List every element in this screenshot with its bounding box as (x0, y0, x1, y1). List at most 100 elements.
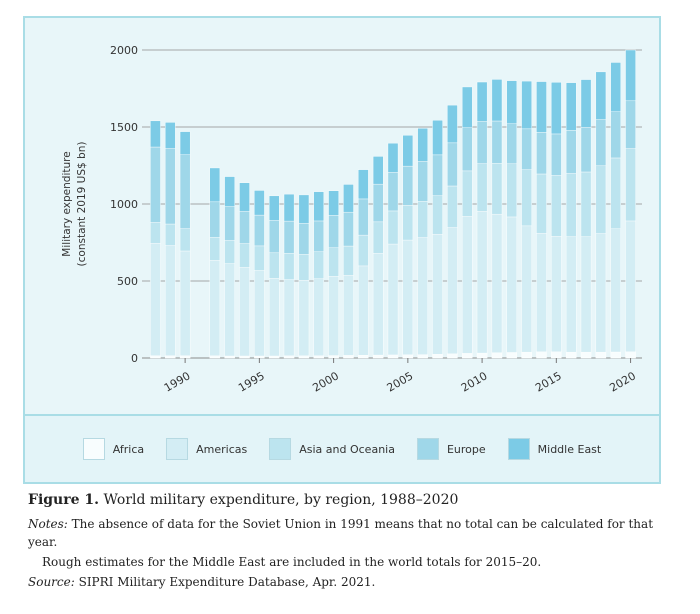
bar-2011-middle-east (491, 79, 503, 122)
bar-1992-americas (209, 260, 221, 357)
bar-1993-americas (224, 263, 235, 357)
bar-2009-middle-east (461, 86, 473, 128)
bar-1995-europe (254, 214, 265, 247)
bar-2006-europe (417, 161, 428, 202)
figure-title-text: World military expenditure, by region, 1… (99, 492, 459, 508)
bar-2015-middle-east (551, 82, 562, 135)
bar-2019-europe (610, 111, 621, 159)
legend-item-asia-and-oceania: Asia and Oceania (269, 438, 395, 460)
bar-2004-asia-and-oceania (387, 210, 399, 245)
bar-2001-middle-east (343, 184, 354, 213)
bar-2003-africa (372, 354, 384, 359)
bar-2011-africa (491, 352, 503, 359)
bar-2013-asia-and-oceania (521, 169, 532, 227)
bar-1997-americas (283, 279, 295, 357)
bar-1995-americas (254, 270, 265, 357)
bar-2011-asia-and-oceania (491, 163, 503, 215)
bar-2003-europe (372, 183, 384, 223)
bar-1999-americas (313, 278, 325, 356)
figure-title: Figure 1. World military expenditure, by… (28, 492, 670, 508)
bar-2019-asia-and-oceania (610, 157, 621, 229)
bar-1996-asia-and-oceania (268, 252, 280, 279)
bar-2008-africa (447, 353, 458, 359)
bar-1990-asia-and-oceania (179, 228, 191, 252)
bar-2015-africa (551, 351, 562, 359)
bar-2007-africa (432, 354, 443, 359)
bar-2005-middle-east (402, 135, 414, 167)
bar-2010-americas (476, 211, 488, 354)
bar-1988-asia-and-oceania (150, 222, 161, 244)
bar-2003-americas (372, 253, 384, 356)
bar-1994-asia-and-oceania (239, 243, 250, 268)
legend: Africa Americas Asia and Oceania Europe Midd… (25, 414, 659, 482)
source: Source: SIPRI Military Expenditure Datab… (28, 573, 670, 591)
legend-label-americas: Americas (196, 442, 248, 456)
bar-2011-europe (491, 120, 503, 164)
bar-2000-europe (328, 215, 339, 248)
x-tick-label-2020: 2020 (607, 369, 638, 394)
bar-2020-middle-east (625, 49, 636, 102)
bar-2017-middle-east (580, 79, 592, 128)
bar-2020-europe (625, 100, 636, 149)
bar-1989-europe (165, 148, 176, 225)
x-tick-label-1990: 1990 (162, 369, 193, 394)
bar-2016-americas (565, 236, 577, 353)
bar-2005-africa (402, 354, 414, 359)
bar-1994-europe (239, 211, 250, 244)
bar-1988-americas (150, 243, 161, 356)
bar-2006-africa (417, 354, 428, 359)
bar-1993-europe (224, 206, 235, 241)
bar-2016-africa (565, 351, 577, 359)
bar-2008-middle-east (447, 104, 458, 144)
bar-2015-asia-and-oceania (551, 175, 562, 237)
x-tick-label-2005: 2005 (385, 369, 416, 394)
bar-2000-middle-east (328, 190, 339, 216)
x-tick-label-2015: 2015 (533, 369, 564, 394)
y-tick-label-2000: 2000 (110, 44, 138, 57)
bar-2020-africa (625, 351, 636, 359)
bar-2001-americas (343, 275, 354, 356)
bar-2015-americas (551, 236, 562, 353)
bar-2007-europe (432, 154, 443, 196)
bar-1997-middle-east (283, 193, 295, 222)
bar-2005-americas (402, 239, 414, 355)
bar-2018-africa (595, 351, 607, 359)
bar-2019-africa (610, 351, 621, 359)
y-tick-label-1000: 1000 (110, 198, 138, 211)
bar-2008-asia-and-oceania (447, 185, 458, 228)
bar-2002-africa (358, 355, 369, 359)
bar-2007-middle-east (432, 120, 443, 156)
figure-label: Figure 1. (28, 492, 99, 508)
bar-1996-americas (268, 278, 280, 357)
bar-1998-europe (298, 223, 310, 255)
bar-1992-asia-and-oceania (209, 237, 221, 261)
bar-2006-middle-east (417, 128, 428, 162)
bar-2013-middle-east (521, 80, 532, 130)
legend-item-americas: Americas (166, 438, 247, 460)
bar-2002-americas (358, 265, 369, 356)
bar-1988-europe (150, 146, 161, 223)
bar-2005-asia-and-oceania (402, 205, 414, 241)
y-axis-title-line-1: Military expenditure (61, 151, 73, 256)
bar-2018-americas (595, 233, 607, 353)
bar-2018-asia-and-oceania (595, 165, 607, 234)
bar-1993-asia-and-oceania (224, 240, 235, 264)
bar-1996-africa (268, 355, 280, 359)
bar-2000-asia-and-oceania (328, 247, 339, 277)
bar-1997-africa (283, 355, 295, 359)
bar-2012-asia-and-oceania (506, 163, 518, 218)
bar-1998-americas (298, 280, 310, 357)
bar-2018-middle-east (595, 71, 607, 120)
notes-line-2: Rough estimates for the Middle East are … (42, 555, 542, 569)
source-label: Source: (28, 575, 75, 589)
bar-2011-americas (491, 213, 503, 353)
bar-2007-americas (432, 233, 443, 355)
bar-1995-middle-east (254, 190, 265, 216)
bar-1990-americas (179, 250, 191, 356)
bar-1999-africa (313, 355, 325, 359)
legend-item-europe: Europe (416, 438, 486, 460)
legend-item-africa: Africa (82, 438, 144, 460)
bar-1992-middle-east (209, 167, 221, 203)
bar-2012-africa (506, 352, 518, 359)
bar-2017-europe (580, 127, 592, 173)
